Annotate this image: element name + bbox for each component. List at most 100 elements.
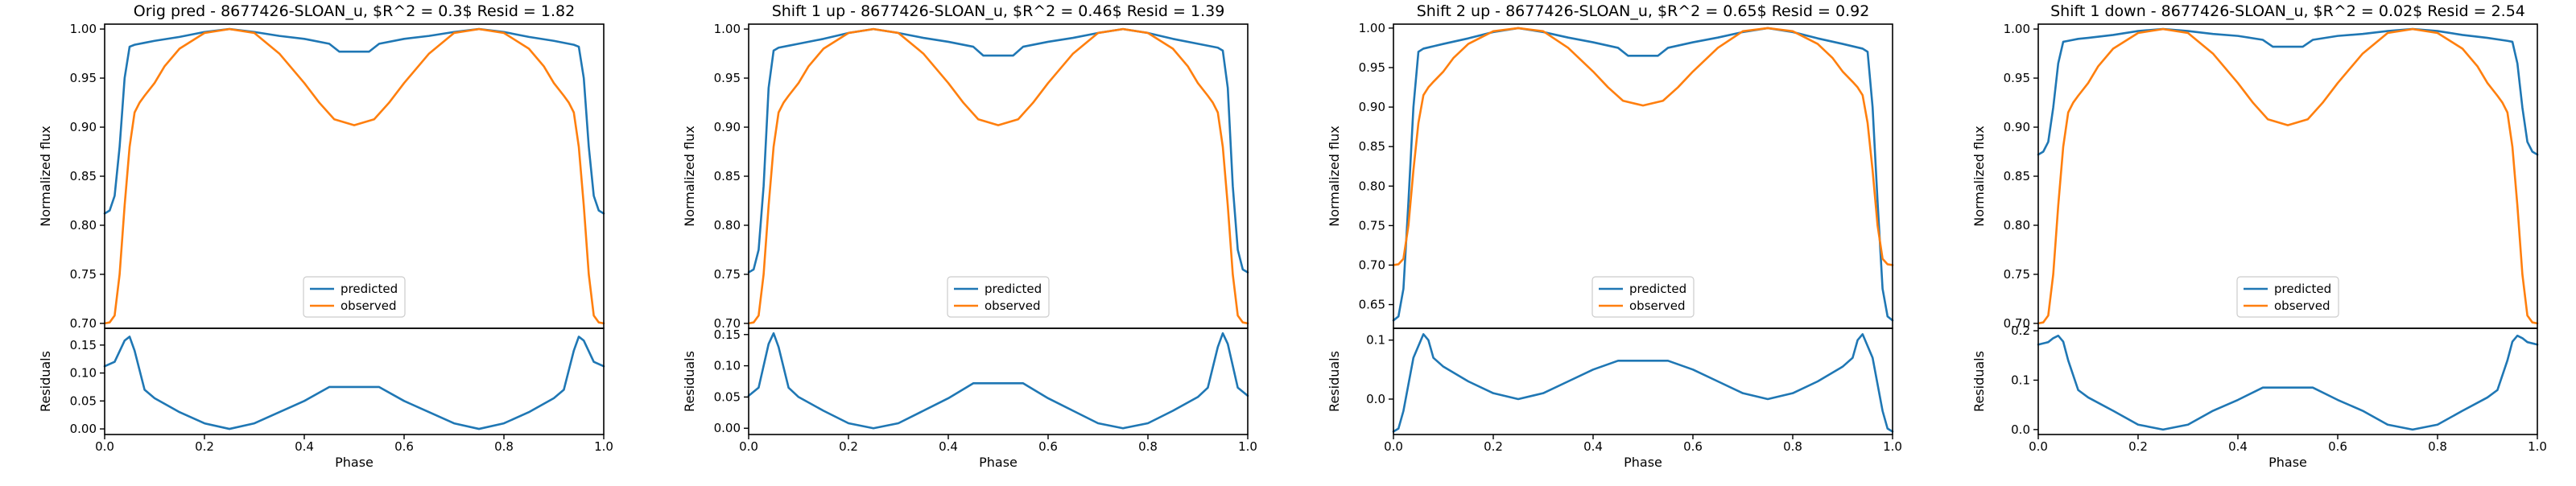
y-tick-label: 0.90: [2004, 120, 2030, 134]
residual-y-tick-label: 0.1: [2011, 373, 2030, 387]
x-axis-label: Phase: [335, 455, 374, 470]
x-tick-label: 0.4: [295, 439, 314, 454]
x-tick-label: 0.4: [2228, 439, 2248, 454]
y-tick-label: 0.95: [2004, 71, 2030, 85]
x-tick-label: 0.2: [1484, 439, 1503, 454]
x-tick-label: 0.2: [195, 439, 214, 454]
legend-box: [947, 276, 1050, 318]
x-tick-label: 0.6: [1038, 439, 1058, 454]
legend: predicted observed: [1591, 276, 1695, 318]
y-axis-label: Normalized flux: [682, 126, 697, 227]
y-tick-label: 0.90: [1359, 100, 1385, 114]
y-tick-label: 0.85: [714, 169, 741, 183]
residual-y-tick-label: 0.05: [70, 393, 97, 408]
series-line-residual: [103, 336, 605, 430]
y-tick-label: 0.75: [2004, 267, 2030, 282]
x-tick-label: 0.2: [839, 439, 858, 454]
residual-axis-label: Residuals: [38, 351, 53, 412]
y-tick-label: 0.75: [1359, 218, 1385, 233]
series-line-residual: [747, 332, 1249, 430]
x-tick-label: 0.8: [1138, 439, 1158, 454]
y-tick-label: 1.00: [2004, 22, 2030, 36]
y-tick-label: 1.00: [714, 22, 741, 36]
series-line-observed: [747, 27, 1249, 325]
legend-box: [1591, 276, 1695, 318]
legend-box: [2236, 276, 2339, 318]
x-tick-label: 0.0: [739, 439, 758, 454]
legend-box: [303, 276, 406, 318]
series-line-observed: [2037, 27, 2539, 325]
y-tick-label: 0.85: [1359, 139, 1385, 154]
x-tick-label: 0.6: [394, 439, 414, 454]
series-line-observed: [103, 27, 605, 325]
residual-y-tick-label: 0.05: [714, 389, 741, 404]
residual-axes-frame: [1393, 327, 1893, 435]
y-tick-label: 0.90: [714, 120, 741, 134]
chart-title: Orig pred - 8677426-SLOAN_u, $R^2 = 0.3$…: [134, 2, 575, 20]
x-tick-label: 0.4: [1583, 439, 1603, 454]
residual-y-tick-label: 0.00: [70, 422, 97, 436]
x-axis-label: Phase: [1624, 455, 1662, 470]
residual-y-tick-label: 0.2: [2011, 323, 2030, 338]
series-line-predicted: [1392, 27, 1894, 322]
y-tick-label: 0.95: [1359, 60, 1385, 75]
x-tick-label: 0.0: [95, 439, 114, 454]
y-tick-label: 0.90: [70, 120, 97, 134]
y-tick-label: 0.70: [1359, 257, 1385, 272]
x-tick-label: 0.6: [2328, 439, 2347, 454]
x-tick-label: 0.0: [2029, 439, 2048, 454]
legend: predicted observed: [947, 276, 1050, 318]
residual-axis-label: Residuals: [682, 351, 697, 412]
x-tick-label: 1.0: [594, 439, 613, 454]
y-axis-label: Normalized flux: [38, 126, 53, 227]
x-tick-label: 0.4: [939, 439, 958, 454]
x-tick-label: 0.0: [1384, 439, 1403, 454]
residual-y-tick-label: 0.15: [714, 327, 741, 342]
y-tick-label: 0.75: [714, 267, 741, 282]
series-line-residual: [2037, 334, 2539, 431]
residual-axes-frame: [104, 327, 605, 435]
residual-axes-frame: [748, 327, 1249, 435]
y-tick-label: 0.70: [2004, 316, 2030, 331]
series-line-observed: [1392, 27, 1894, 266]
y-tick-label: 0.95: [70, 71, 97, 85]
y-tick-label: 0.80: [70, 218, 97, 233]
chart-title: Shift 1 up - 8677426-SLOAN_u, $R^2 = 0.4…: [772, 2, 1225, 20]
legend-label-observed: observed: [2274, 299, 2330, 313]
x-tick-label: 0.8: [1783, 439, 1802, 454]
x-tick-label: 1.0: [2528, 439, 2547, 454]
x-axis-label: Phase: [2268, 455, 2307, 470]
residual-axes-frame: [2037, 327, 2538, 435]
x-tick-label: 1.0: [1883, 439, 1902, 454]
legend: predicted observed: [2236, 276, 2339, 318]
y-tick-label: 0.70: [70, 316, 97, 331]
chart-panel-3: Shift 2 up - 8677426-SLOAN_u, $R^2 = 0.6…: [1327, 2, 1902, 470]
y-tick-label: 0.80: [1359, 179, 1385, 193]
x-tick-label: 0.8: [2428, 439, 2447, 454]
chart-title: Shift 1 down - 8677426-SLOAN_u, $R^2 = 0…: [2050, 2, 2525, 20]
chart-panel-1: Orig pred - 8677426-SLOAN_u, $R^2 = 0.3$…: [38, 2, 613, 470]
y-tick-label: 0.65: [1359, 298, 1385, 312]
y-tick-label: 0.75: [70, 267, 97, 282]
chart-panel-4: Shift 1 down - 8677426-SLOAN_u, $R^2 = 0…: [1971, 2, 2547, 470]
residual-y-tick-label: 0.1: [1366, 333, 1385, 348]
residual-axis-label: Residuals: [1971, 351, 1987, 412]
residual-y-tick-label: 0.0: [1366, 392, 1385, 406]
legend-label-predicted: predicted: [2274, 282, 2331, 296]
chart-panel-2: Shift 1 up - 8677426-SLOAN_u, $R^2 = 0.4…: [682, 2, 1257, 470]
series-line-predicted: [747, 27, 1249, 274]
y-tick-label: 0.85: [70, 169, 97, 183]
series-line-predicted: [2037, 27, 2539, 156]
residual-y-tick-label: 0.10: [714, 359, 741, 373]
chart-title: Shift 2 up - 8677426-SLOAN_u, $R^2 = 0.6…: [1417, 2, 1870, 20]
residual-y-tick-label: 0.15: [70, 338, 97, 352]
legend-label-predicted: predicted: [985, 282, 1042, 296]
y-tick-label: 0.80: [714, 218, 741, 233]
y-tick-label: 0.95: [714, 71, 741, 85]
legend-label-predicted: predicted: [1629, 282, 1686, 296]
residual-y-tick-label: 0.0: [2011, 422, 2030, 437]
x-axis-label: Phase: [979, 455, 1018, 470]
legend-label-observed: observed: [341, 299, 397, 313]
